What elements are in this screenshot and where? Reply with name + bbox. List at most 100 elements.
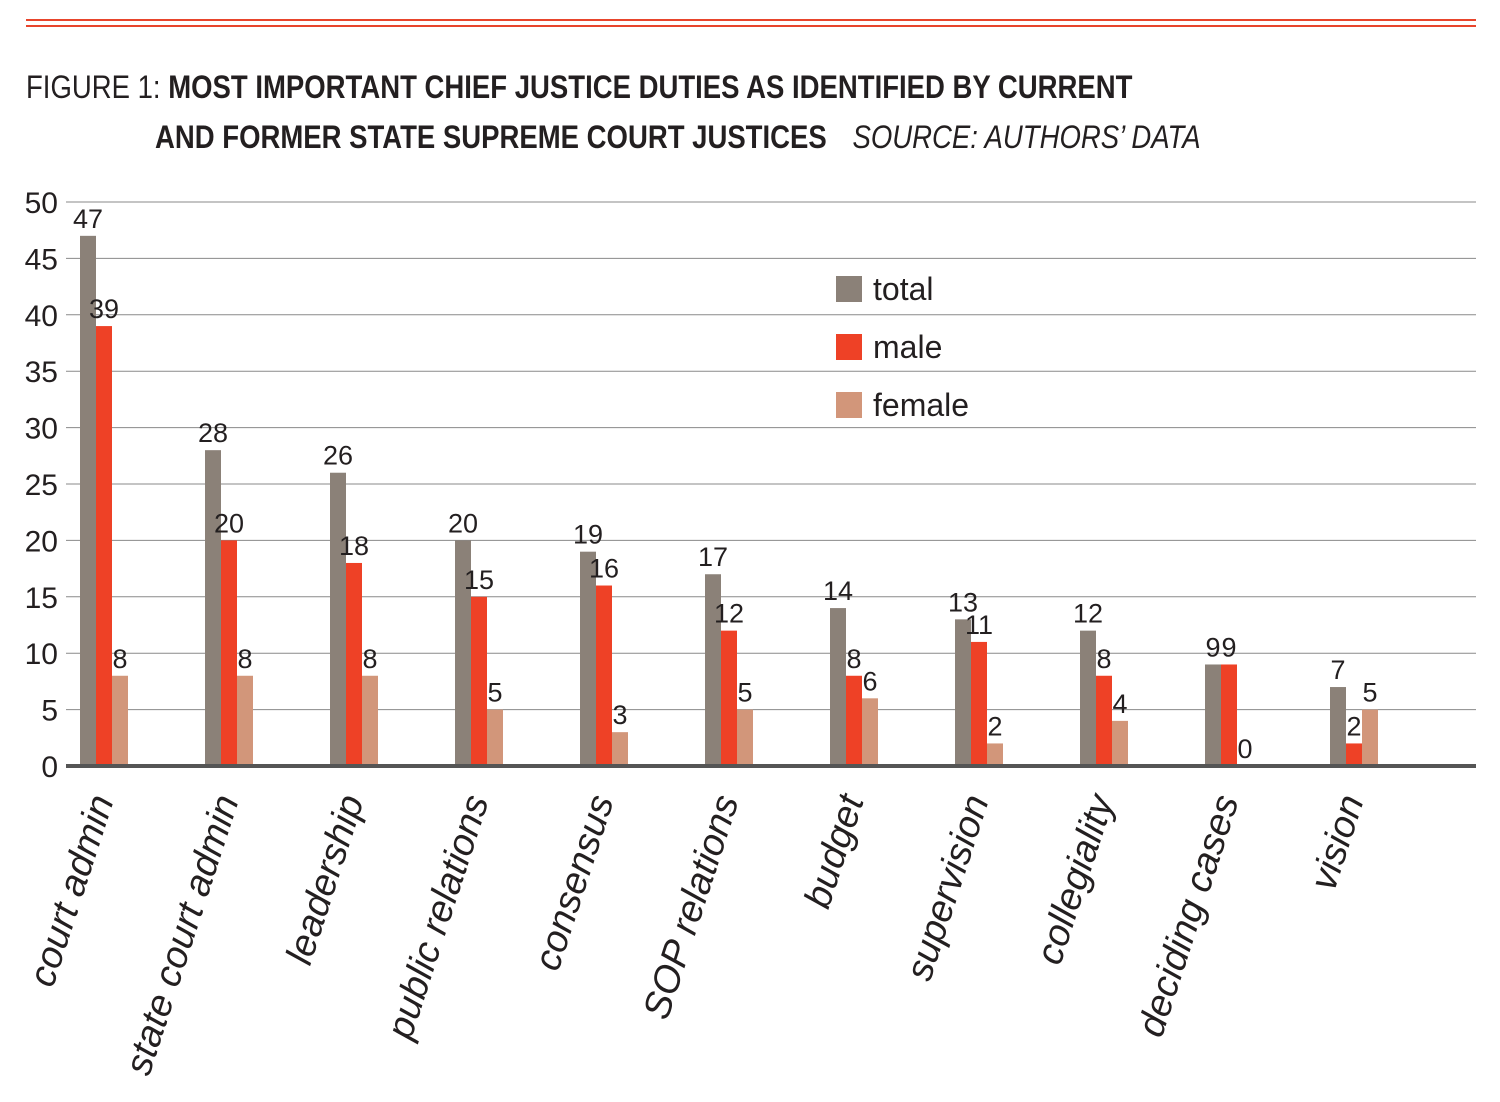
bar-total: [1080, 630, 1096, 766]
bar-female: [862, 698, 878, 766]
y-tick-label: 15: [25, 582, 58, 615]
bar-total: [955, 619, 971, 766]
bar-female: [362, 675, 378, 766]
source-note: SOURCE: AUTHORS’ DATA: [852, 119, 1201, 155]
title-line-2: AND FORMER STATE SUPREME COURT JUSTICES S…: [26, 112, 1230, 162]
data-label-total: 9: [1205, 632, 1220, 662]
data-label-total: 7: [1330, 655, 1345, 685]
x-tick-label: budget: [797, 788, 873, 913]
data-label-female: 0: [1237, 734, 1252, 764]
bar-total: [705, 574, 721, 766]
bar-male: [221, 540, 237, 766]
bar-female: [237, 675, 253, 766]
data-label-female: 8: [112, 644, 127, 674]
data-label-female: 5: [737, 678, 752, 708]
x-tick-label: vision: [1303, 790, 1373, 895]
data-label-female: 5: [1362, 678, 1377, 708]
bar-female: [987, 743, 1003, 766]
legend-label-female: female: [873, 387, 969, 423]
bar-total: [580, 551, 596, 766]
data-label-male: 11: [965, 610, 993, 640]
data-label-total: 13: [948, 587, 978, 617]
bar-total: [455, 540, 471, 766]
x-tick-label: collegiality: [1028, 788, 1123, 970]
data-label-male: 15: [464, 565, 494, 595]
bar-male: [1221, 664, 1237, 766]
bar-female: [1112, 720, 1128, 766]
data-label-total: 47: [73, 204, 103, 234]
bar-female: [487, 709, 503, 766]
x-tick-label: SOP relations: [636, 790, 748, 1025]
bar-total: [205, 450, 221, 766]
data-label-total: 20: [448, 508, 478, 538]
bar-male: [846, 675, 862, 766]
bar-female: [1362, 709, 1378, 766]
data-label-male: 12: [714, 599, 744, 629]
data-label-total: 19: [573, 520, 603, 550]
y-tick-label: 25: [25, 469, 58, 502]
data-label-female: 6: [862, 666, 877, 696]
bar-male: [721, 630, 737, 766]
data-label-male: 20: [214, 508, 244, 538]
bar-male: [596, 585, 612, 766]
legend-label-total: total: [873, 271, 933, 307]
data-label-male: 8: [846, 644, 861, 674]
bar-total: [80, 235, 96, 767]
bar-female: [112, 675, 128, 766]
bar-total: [1205, 664, 1221, 766]
y-tick-label: 20: [25, 525, 58, 558]
y-tick-label: 30: [25, 413, 58, 446]
data-label-female: 3: [612, 700, 627, 730]
chart-title: FIGURE 1: MOST IMPORTANT CHIEF JUSTICE D…: [26, 62, 1426, 162]
y-tick-label: 0: [41, 751, 58, 784]
x-tick-label: supervision: [898, 790, 997, 986]
title-text-1: MOST IMPORTANT CHIEF JUSTICE DUTIES AS I…: [168, 69, 1133, 105]
bar-total: [330, 472, 346, 766]
data-label-total: 12: [1073, 599, 1103, 629]
title-text-2: AND FORMER STATE SUPREME COURT JUSTICES: [155, 119, 827, 155]
bar-male: [96, 326, 112, 766]
data-label-total: 26: [323, 441, 353, 471]
legend-swatch-male: [836, 334, 862, 360]
y-tick-label: 10: [25, 638, 58, 671]
top-rule-lower: [26, 25, 1476, 27]
x-tick-label: consensus: [526, 790, 622, 976]
x-tick-label: deciding cases: [1130, 790, 1248, 1042]
bar-male: [1346, 743, 1362, 766]
legend-label-male: male: [873, 329, 942, 365]
bar-total: [830, 608, 846, 766]
bar-male: [971, 641, 987, 766]
data-label-male: 18: [339, 531, 369, 561]
data-label-female: 4: [1112, 689, 1127, 719]
bar-total: [1330, 687, 1346, 766]
bar-male: [1096, 675, 1112, 766]
bar-female: [737, 709, 753, 766]
data-label-male: 9: [1221, 632, 1236, 662]
x-tick-label: leadership: [278, 790, 372, 970]
data-label-female: 5: [487, 678, 502, 708]
data-label-female: 8: [362, 644, 377, 674]
bar-male: [471, 596, 487, 766]
data-label-total: 28: [198, 418, 228, 448]
legend-swatch-total: [836, 276, 862, 302]
data-label-male: 39: [89, 294, 119, 324]
data-label-male: 16: [589, 554, 619, 584]
title-line-1: FIGURE 1: MOST IMPORTANT CHIEF JUSTICE D…: [26, 62, 1230, 112]
x-tick-label: court admin: [21, 790, 122, 992]
x-tick-label: public relations: [379, 790, 498, 1045]
y-tick-label: 40: [25, 300, 58, 333]
data-label-total: 17: [698, 542, 728, 572]
data-label-female: 8: [237, 644, 252, 674]
data-label-female: 2: [987, 711, 1002, 741]
y-tick-label: 45: [25, 243, 58, 276]
y-tick-label: 5: [41, 695, 58, 728]
x-tick-label: state court admin: [118, 790, 248, 1080]
top-rule-upper: [26, 19, 1476, 21]
y-tick-label: 35: [25, 356, 58, 389]
data-label-male: 2: [1346, 711, 1361, 741]
bar-male: [346, 562, 362, 766]
figure-label: FIGURE 1:: [26, 69, 169, 105]
bar-female: [612, 732, 628, 766]
